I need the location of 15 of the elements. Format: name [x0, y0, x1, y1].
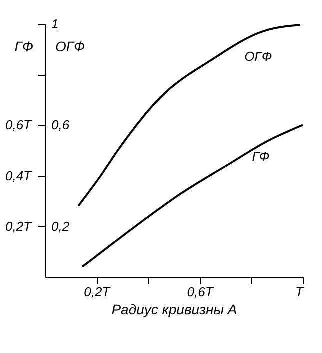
line-series [82, 124, 304, 268]
y2-tick-label: 0,2 [52, 218, 70, 234]
series-label: ГФ [252, 149, 270, 164]
x-axis-title: Радиус кривизны A [112, 302, 238, 318]
y-tick-label: 0,6T [5, 118, 33, 133]
series-label: ОГФ [244, 49, 272, 64]
y2-axis-title: ОГФ [56, 38, 86, 54]
x-tick-label: T [296, 284, 305, 300]
y-axis-title: ГФ [14, 38, 34, 54]
y-tick-label: 0,2T [5, 218, 33, 234]
y2-tick-label: 0,6 [52, 118, 70, 133]
y-tick-label: 0,4T [5, 168, 33, 184]
y2-tick-label: 1 [52, 16, 59, 32]
x-tick-label: 0,6T [187, 284, 214, 300]
x-tick-label: 0,2T [84, 284, 112, 300]
